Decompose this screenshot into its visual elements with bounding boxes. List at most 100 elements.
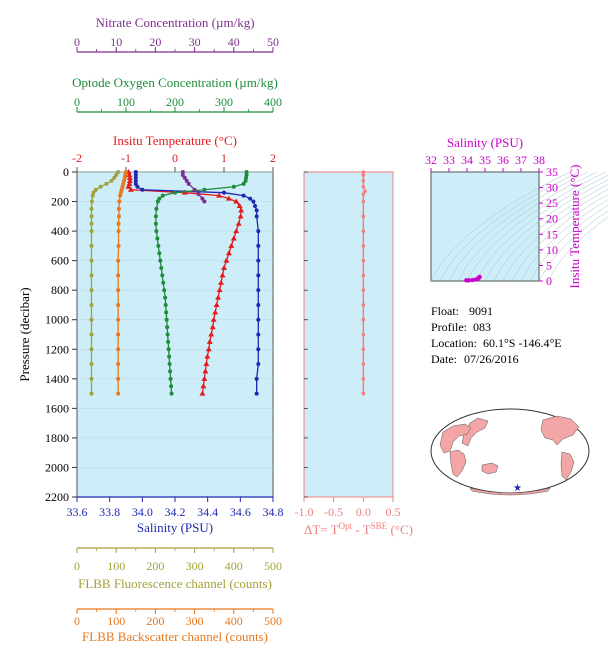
delta-t-point (361, 377, 366, 381)
oxygen-axis-title: Optode Oxygen Concentration (µm/kg) (72, 75, 278, 90)
salinity-point (254, 391, 259, 396)
fluorescence-point (89, 391, 94, 396)
ts-ytick-label: 30 (546, 181, 558, 195)
oxygen-tick-label: 0 (74, 95, 80, 109)
profile-label: Profile: (431, 320, 467, 334)
nitrate-tick-label: 30 (189, 35, 201, 49)
salinity-point (135, 184, 140, 189)
float-info: Float: 9091 Profile: 083 Location: 60.1°… (431, 304, 562, 366)
oxygen-tick-label: 400 (264, 95, 282, 109)
backscatter-point (116, 258, 121, 263)
nitrate-axis-title: Nitrate Concentration (µm/kg) (95, 15, 254, 30)
salinity-tick-label: 34.6 (230, 505, 251, 519)
temperature-point (210, 316, 217, 322)
oxygen-point (165, 332, 170, 337)
oxygen-point (153, 214, 158, 219)
oxygen-axis: 0 100 200 300 400 Optode Oxygen Concentration… (72, 75, 282, 113)
delta-t-tick-label: 0.5 (386, 505, 401, 519)
fluorescence-point (89, 243, 94, 248)
ts-ytick-label: 10 (546, 243, 558, 257)
oxygen-point (163, 302, 168, 307)
delta-t-point (361, 347, 366, 352)
ts-density-contour (502, 189, 608, 282)
backscatter-point (116, 391, 121, 396)
temperature-point (215, 294, 222, 300)
map-landmass-asia (461, 417, 489, 447)
salinity-point (133, 170, 138, 174)
oxygen-point (244, 170, 249, 174)
delta-t-point (361, 332, 366, 337)
nitrate-point (200, 196, 205, 201)
fluorescence-point (89, 273, 94, 278)
oxygen-point (243, 178, 248, 183)
oxygen-point (156, 243, 161, 248)
delta-t-tick-label: -0.5 (324, 505, 343, 519)
pressure-axis-title: Pressure (decibar) (17, 287, 32, 381)
salinity-point (256, 317, 261, 322)
fluorescence-point (98, 184, 103, 189)
oxygen-point (159, 266, 164, 271)
oxygen-point (168, 376, 173, 381)
salinity-axis: 33.6 33.8 34.0 34.2 34.4 34.6 34.8 Salinity (PS… (67, 496, 284, 535)
oxygen-point (166, 339, 171, 344)
date-label: Date: (431, 352, 457, 366)
temperature-point (201, 375, 208, 381)
ts-ytick-label: 15 (546, 227, 558, 241)
salinity-tick-label: 33.8 (99, 505, 120, 519)
salinity-point (133, 181, 138, 186)
nitrate-point (180, 172, 185, 177)
oxygen-point (155, 199, 160, 204)
temperature-tick-label: 2 (270, 151, 276, 165)
backscatter-tick-label: 400 (225, 614, 243, 628)
ts-density-contour (538, 210, 608, 282)
delta-t-point (361, 199, 366, 204)
temperature-point (126, 174, 133, 180)
salinity-tick-label: 33.6 (67, 505, 88, 519)
salinity-point (251, 199, 256, 204)
pressure-axis: 0 200 400 600 800 1000 1200 1400 1600 1800 2000 220… (17, 165, 77, 504)
temperature-point (219, 272, 226, 278)
oxygen-point (157, 251, 162, 256)
delta-t-plot-area (303, 171, 394, 498)
ts-density-contour (484, 179, 608, 282)
temperature-axis-title: Insitu Temperature (°C) (113, 133, 237, 148)
temperature-point (126, 171, 133, 177)
ts-density-contour (547, 216, 608, 282)
temperature-point (237, 213, 244, 219)
oxygen-point (157, 196, 162, 201)
temperature-point (208, 331, 215, 337)
pressure-tick-label: 2200 (45, 490, 69, 504)
temperature-point (199, 390, 206, 396)
oxygen-tick-label: 100 (117, 95, 135, 109)
nitrate-axis: 0 10 20 30 40 50 Nitrate Concentration (µm/kg) (74, 15, 279, 53)
pressure-tick-label: 0 (63, 165, 69, 179)
temperature-point (205, 346, 212, 352)
temperature-point (225, 195, 232, 201)
ts-density-contour (529, 204, 608, 282)
ts-xaxis-title: Salinity (PSU) (447, 135, 523, 150)
map-landmass-europe (439, 423, 472, 454)
nitrate-point (180, 170, 185, 174)
oxygen-point (173, 190, 177, 195)
fluorescence-point (89, 258, 94, 263)
backscatter-tick-label: 0 (74, 614, 80, 628)
nitrate-tick-label: 20 (149, 35, 161, 49)
nitrate-tick-label: 10 (110, 35, 122, 49)
salinity-axis-title: Salinity (PSU) (137, 520, 213, 535)
fluorescence-point (89, 288, 94, 293)
nitrate-point (184, 178, 189, 183)
fluorescence-point (89, 317, 94, 322)
pressure-tick-label: 600 (51, 254, 69, 268)
salinity-point (254, 214, 259, 219)
pressure-tick-label: 1800 (45, 431, 69, 445)
temperature-point (233, 228, 240, 234)
fluorescence-point (89, 302, 94, 307)
map-landmass-africa (449, 449, 467, 478)
temperature-point (204, 353, 211, 359)
ts-ytick-label: 35 (546, 165, 558, 179)
pressure-tick-label: 200 (51, 195, 69, 209)
main-plot-area (76, 171, 274, 498)
ts-plot-area (430, 171, 540, 282)
temperature-point (126, 177, 133, 183)
fluorescence-tick-label: 0 (74, 559, 80, 573)
